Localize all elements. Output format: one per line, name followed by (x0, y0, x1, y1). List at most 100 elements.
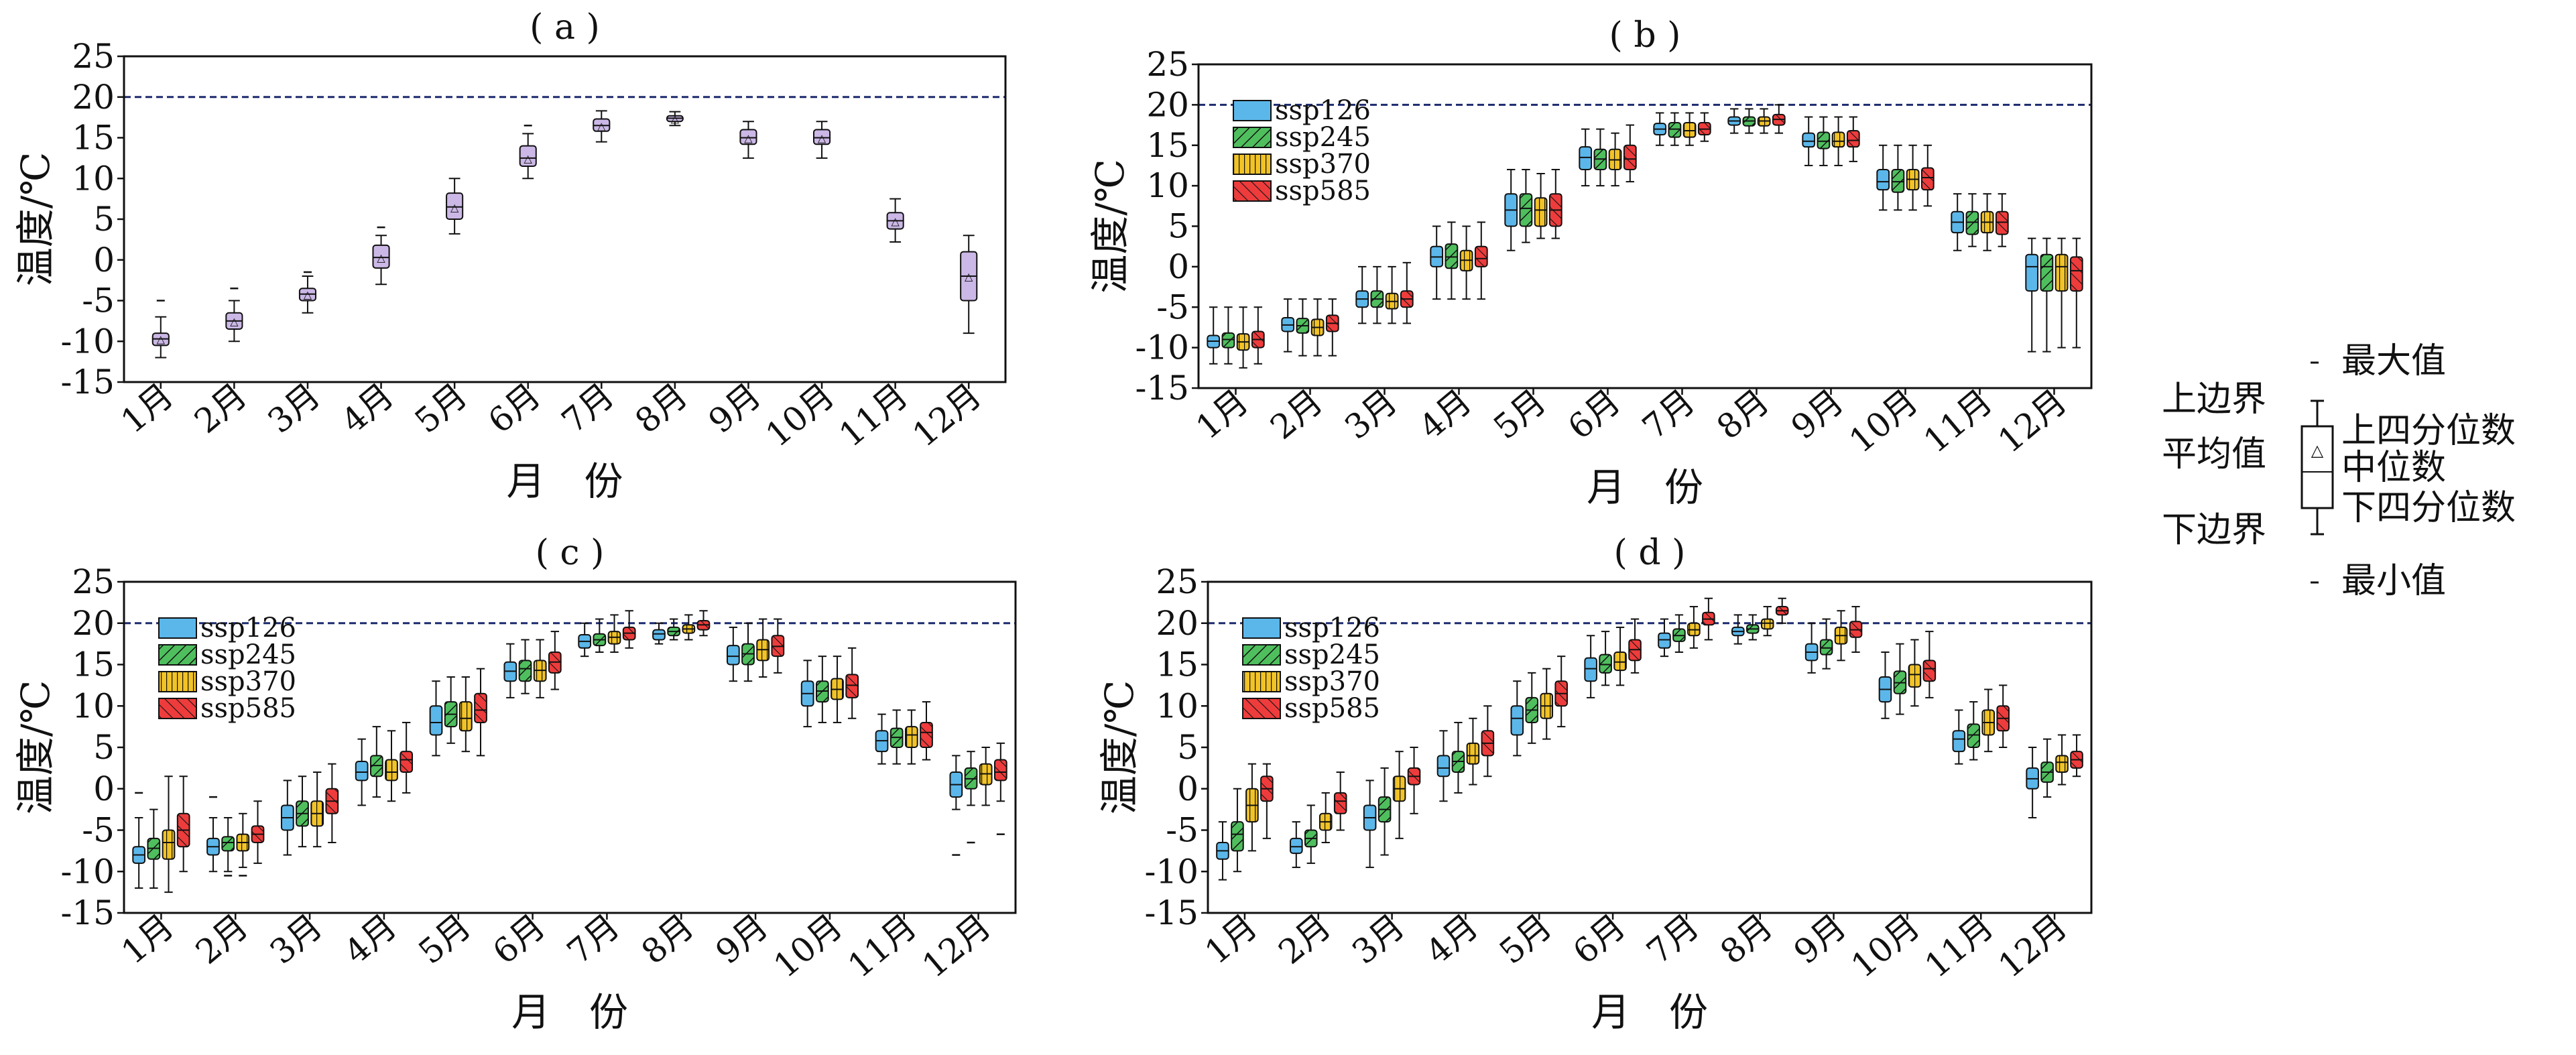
legend-label-ssp370: ssp370 (1284, 666, 1380, 697)
box-body (1579, 146, 1593, 170)
box-d-ssp585-6 (1628, 618, 1642, 674)
box-c-ssp126-5 (429, 680, 443, 757)
box-body (920, 721, 933, 748)
box-d-ssp126-2 (1290, 821, 1303, 869)
x-tick-label: 5月 (1486, 382, 1553, 447)
y-tick-label: 20 (1146, 85, 1189, 124)
legend-swatch-ssp126 (1233, 100, 1272, 121)
x-tick-label: 12月 (906, 376, 989, 454)
box-c-ssp245-4 (369, 726, 383, 798)
box-body (1613, 651, 1627, 672)
box-b-ssp245-7 (1668, 112, 1682, 146)
x-tick-label: 7月 (1635, 382, 1702, 447)
box-c-ssp370-7 (607, 614, 621, 653)
box-b-ssp370-4 (1459, 225, 1473, 300)
box-key-box (2301, 425, 2334, 509)
box-d-ssp370-7 (1687, 606, 1701, 649)
box-a-value-7: △ (593, 110, 611, 143)
box-d-ssp585-3 (1407, 747, 1421, 814)
box-c-ssp370-3 (310, 771, 324, 848)
x-tick-label: 12月 (1991, 907, 2074, 985)
box-body (519, 145, 537, 168)
legend-label-ssp126: ssp126 (1275, 95, 1371, 126)
plot-frame (123, 55, 1007, 383)
x-tick-label: 9月 (1784, 382, 1851, 447)
x-tick-label: 5月 (412, 907, 479, 972)
box-c-ssp126-12 (949, 755, 963, 856)
x-tick-label: 6月 (1566, 907, 1633, 972)
panel-title: ( a ) (530, 7, 600, 48)
box-d-ssp126-9 (1804, 622, 1819, 674)
x-tick-label: 8月 (634, 907, 701, 972)
box-body (1817, 131, 1831, 149)
box-d-ssp126-6 (1584, 635, 1597, 698)
box-c-ssp245-12 (964, 751, 978, 844)
y-tick-label: 25 (72, 37, 115, 76)
box-body (1510, 705, 1524, 736)
box-c-ssp370-5 (458, 676, 473, 753)
y-tick-label: 5 (1168, 207, 1189, 246)
legend-swatch-ssp585 (1242, 698, 1281, 719)
box-body (1891, 168, 1905, 193)
y-axis-label: 温度/℃ (13, 680, 58, 814)
y-tick-label: 0 (1168, 247, 1189, 286)
box-body (385, 759, 398, 782)
legend-label-ssp245: ssp245 (1275, 122, 1371, 153)
box-d-ssp585-8 (1775, 597, 1789, 624)
box-c-ssp245-2 (221, 816, 235, 877)
box-d-ssp370-3 (1392, 751, 1406, 839)
mean-marker: △ (965, 270, 973, 283)
box-body (1668, 121, 1682, 138)
box-d-ssp245-1 (1231, 788, 1244, 873)
box-d-ssp126-4 (1436, 730, 1451, 802)
x-tick-label: 8月 (1713, 907, 1780, 972)
y-tick-label: -5 (1156, 288, 1189, 326)
y-tick-label: -10 (1144, 852, 1199, 891)
box-d-ssp245-2 (1304, 804, 1318, 864)
box-a-value-8: △ (666, 111, 684, 127)
box-body (1474, 245, 1488, 267)
box-key-lower-label: 下边界 (2162, 510, 2266, 550)
box-c-ssp585-2 (251, 800, 265, 864)
box-a-value-5: △ (446, 178, 464, 235)
box-c-ssp245-8 (667, 618, 681, 641)
x-tick-label: 10月 (1844, 907, 1927, 985)
mean-marker: △ (524, 152, 533, 165)
x-axis-label: 月 份 (1587, 464, 1703, 510)
box-body (429, 705, 443, 736)
box-c-ssp126-4 (355, 738, 369, 806)
box-b-ssp585-1 (1251, 306, 1265, 365)
y-tick-label: -5 (82, 811, 115, 850)
x-tick-label: 6月 (485, 907, 552, 972)
x-tick-label: 2月 (1263, 382, 1330, 447)
y-tick-label: -10 (60, 852, 115, 891)
box-body (2054, 253, 2069, 292)
legend-swatch-ssp245 (1233, 127, 1272, 148)
box-c-ssp245-11 (890, 709, 904, 765)
box-b-ssp370-12 (2054, 237, 2069, 349)
box-d-ssp585-11 (1996, 684, 2010, 748)
y-tick-label: 0 (93, 241, 115, 280)
box-c-ssp585-10 (845, 647, 859, 719)
box-d-ssp126-3 (1363, 780, 1377, 869)
box-body (1819, 639, 1833, 656)
box-d-ssp370-4 (1466, 717, 1480, 786)
box-d-ssp126-11 (1952, 709, 1966, 765)
box-c-ssp126-11 (875, 713, 889, 765)
x-tick-label: 3月 (263, 907, 330, 972)
box-b-ssp370-1 (1236, 306, 1250, 369)
y-tick-label: 25 (72, 562, 115, 601)
box-body (1967, 723, 1981, 749)
box-key-upper-label: 上边界 (2162, 379, 2266, 420)
x-tick-label: 7月 (554, 376, 621, 441)
box-body (1599, 654, 1612, 674)
box-key-mean-marker: △ (2311, 441, 2324, 460)
box-b-ssp370-6 (1608, 132, 1622, 187)
y-tick-label: 20 (72, 78, 115, 117)
y-tick-label: -15 (60, 363, 115, 401)
y-tick-label: 25 (1146, 45, 1189, 84)
box-b-ssp245-9 (1817, 116, 1831, 166)
